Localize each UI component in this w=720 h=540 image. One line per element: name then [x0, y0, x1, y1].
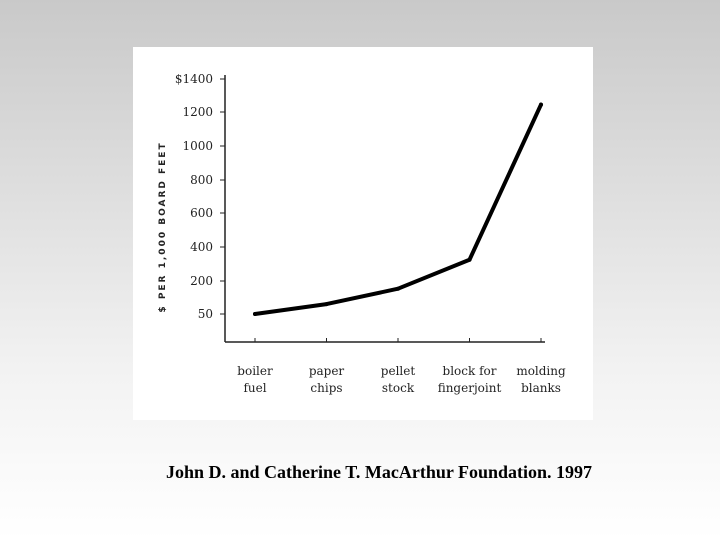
y-tick-label: 600 [190, 206, 213, 220]
y-tick-label: 50 [198, 307, 213, 321]
x-tick-label: block for [443, 364, 497, 378]
y-tick-label: 1200 [182, 105, 213, 119]
y-tick-label: 1000 [182, 139, 213, 153]
x-tick-label: fingerjoint [438, 381, 502, 395]
y-tick-label: 200 [190, 274, 213, 288]
x-tick-label: chips [310, 381, 342, 395]
data-point [467, 257, 472, 262]
x-tick-label: pellet [381, 364, 416, 378]
data-point [324, 302, 329, 307]
x-tick-label: boiler [237, 364, 273, 378]
y-tick-label: 800 [190, 173, 213, 187]
data-point [396, 286, 400, 291]
x-tick-label: stock [382, 381, 415, 395]
data-point [253, 312, 257, 316]
y-tick-label: 400 [190, 240, 213, 254]
source-caption: John D. and Catherine T. MacArthur Found… [166, 462, 593, 482]
x-tick-label: fuel [243, 381, 266, 395]
x-tick-label: blanks [521, 381, 561, 395]
chart-panel: $1400 1200 1000 800 600 400 200 50 $ PER 1,000 B… [133, 47, 593, 420]
y-axis-title: $ PER 1,000 BOARD FEET [158, 141, 168, 312]
x-tick-label: paper [309, 364, 345, 378]
data-point [539, 102, 543, 107]
y-tick-label: $1400 [175, 72, 213, 86]
series-line [253, 102, 543, 316]
x-tick-label: molding [516, 364, 566, 378]
line-chart: $1400 1200 1000 800 600 400 200 50 $ PER 1,000 B… [158, 72, 566, 395]
